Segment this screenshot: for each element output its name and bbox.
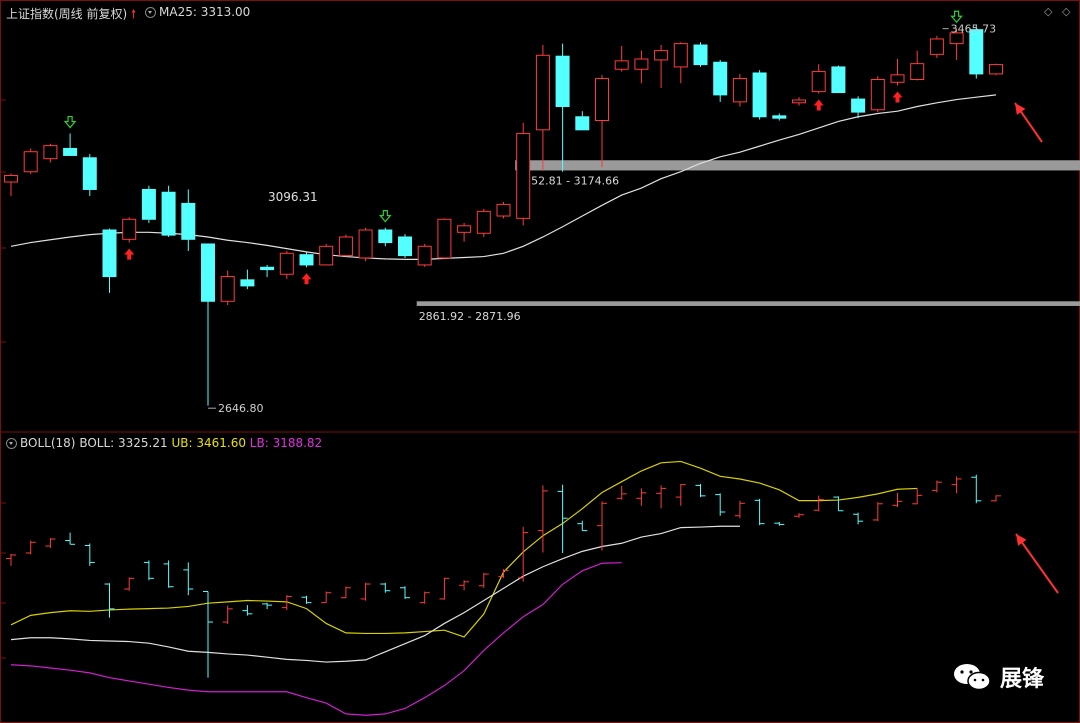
window-control-icon[interactable]: ◇ <box>1062 5 1071 18</box>
buy-arrow-icon <box>892 91 903 103</box>
candle <box>358 229 373 259</box>
ma25-line <box>10 94 997 260</box>
candle <box>555 55 570 108</box>
candle <box>496 203 511 217</box>
wechat-icon <box>953 664 991 691</box>
candle <box>595 78 609 122</box>
candle <box>260 266 275 271</box>
support-band <box>515 160 1080 171</box>
candle <box>82 157 97 190</box>
boll-mid-line <box>10 525 740 663</box>
candle <box>949 32 964 45</box>
sell-arrow-icon <box>379 210 392 223</box>
chart-title: 上证指数(周线 前复权) 🠕 <box>6 7 137 21</box>
brand-name: 展锋 <box>999 667 1044 692</box>
candle <box>279 252 294 275</box>
sell-arrow-icon <box>950 10 963 24</box>
low-annotation: 2646.80 <box>218 402 264 415</box>
support-band-label: 2861.92 - 2871.96 <box>419 310 521 323</box>
candle <box>378 229 393 244</box>
dropdown-icon[interactable] <box>145 7 156 18</box>
candle <box>43 145 58 160</box>
window-control-icon[interactable]: ◇ <box>1044 5 1053 18</box>
callout-arrow-head <box>1015 103 1026 115</box>
sell-arrow-icon <box>63 115 77 129</box>
candle <box>102 229 117 278</box>
candle <box>614 60 629 70</box>
buy-arrow-icon <box>301 273 312 285</box>
candle <box>141 188 156 220</box>
candle <box>240 279 255 287</box>
candle <box>910 63 925 81</box>
callout-arrow <box>1015 533 1059 594</box>
candle <box>575 116 590 131</box>
candle <box>929 38 944 55</box>
candle <box>732 78 747 103</box>
boll-indicator-header[interactable]: BOLL(18) BOLL: 3325.21 UB: 3461.60 LB: 3… <box>6 436 322 450</box>
boll-value: BOLL: 3325.21 <box>79 436 168 450</box>
candle <box>417 245 432 266</box>
support-band-label: 3152.81 - 3174.66 <box>517 174 619 187</box>
up-arrow-icon: 🠕 <box>131 7 137 21</box>
candle <box>63 147 78 156</box>
candle <box>476 210 491 234</box>
candle <box>181 202 196 240</box>
candle <box>969 29 984 75</box>
candle <box>457 225 472 233</box>
candle <box>890 74 905 83</box>
buy-arrow-icon <box>813 99 824 111</box>
candle <box>23 151 38 173</box>
candle <box>713 61 728 96</box>
boll-ub-line <box>10 460 918 638</box>
candle <box>122 218 137 240</box>
callout-arrow-head <box>1016 534 1027 546</box>
candle <box>4 174 18 183</box>
candle <box>535 54 550 131</box>
candle <box>654 50 669 61</box>
candle <box>673 43 688 68</box>
ma-label[interactable]: MA25: 3313.00 <box>145 5 250 19</box>
boll-ub-value: UB: 3461.60 <box>171 436 246 450</box>
candle <box>752 72 767 118</box>
candle <box>634 58 649 70</box>
candle <box>693 44 708 66</box>
candle <box>831 66 846 94</box>
candle <box>338 236 353 257</box>
candle <box>319 245 334 266</box>
buy-arrow-icon <box>124 248 135 260</box>
candle <box>870 79 885 111</box>
boll-name: BOLL(18) <box>20 436 76 450</box>
candle <box>792 99 806 104</box>
candle <box>398 236 412 257</box>
price-annotation: 3096.31 <box>268 190 318 204</box>
brand-watermark: 展锋 <box>952 661 1044 693</box>
candle <box>811 71 826 93</box>
candle <box>161 191 176 236</box>
candle <box>437 218 452 259</box>
boll-lb-value: LB: 3188.82 <box>249 436 323 450</box>
candle <box>220 276 235 302</box>
boll-lb-line <box>10 562 622 716</box>
candle <box>851 98 866 113</box>
support-band <box>416 301 1080 306</box>
candle <box>772 115 787 119</box>
candle <box>299 254 314 266</box>
candle <box>201 243 215 302</box>
candle <box>516 133 531 219</box>
high-annotation: 3465.73 <box>951 23 997 36</box>
candle <box>989 64 1003 75</box>
dropdown-icon[interactable] <box>6 438 17 449</box>
